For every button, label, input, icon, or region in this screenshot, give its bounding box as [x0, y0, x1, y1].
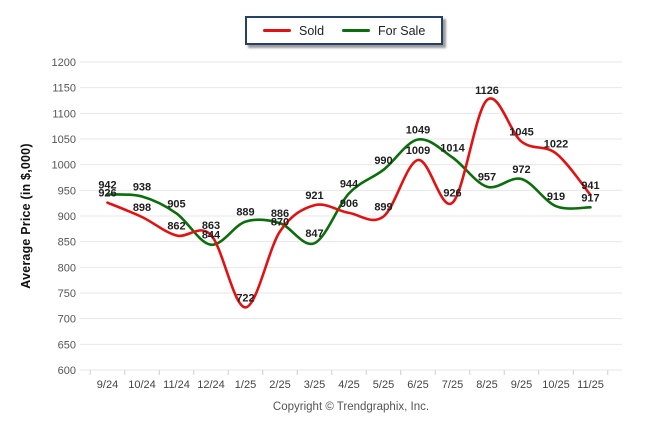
for-sale-series-line: [106, 138, 592, 246]
for-sale-line-swatch: [342, 29, 371, 32]
sold-data-label: 863: [202, 220, 220, 232]
for-sale-data-label: 905: [167, 198, 185, 210]
for-sale-data-label: 944: [340, 178, 359, 190]
y-axis-tick-label: 1050: [52, 134, 76, 146]
y-axis-tick-label: 1000: [52, 160, 76, 172]
y-axis-tick-label: 950: [58, 185, 76, 197]
x-axis-tick-label: 1/25: [235, 379, 256, 391]
sold-data-label: 926: [443, 188, 461, 200]
x-axis-tick-label: 5/25: [373, 379, 394, 391]
for-sale-data-label: 942: [98, 179, 116, 191]
for-sale-data-label: 889: [236, 207, 254, 219]
y-axis-tick-label: 700: [58, 314, 76, 326]
x-axis-tick-label: 8/25: [476, 379, 497, 391]
x-axis-tick-label: 11/24: [163, 379, 190, 391]
x-axis-tick-label: 9/25: [511, 379, 532, 391]
sold-data-label: 899: [374, 202, 392, 214]
sold-series-line: [106, 97, 592, 309]
legend-label-for-sale: For Sale: [378, 23, 426, 38]
for-sale-data-label: 886: [271, 208, 289, 220]
legend-label-sold: Sold: [299, 23, 325, 38]
y-axis-tick-label: 600: [58, 365, 76, 377]
x-axis-tick-label: 9/24: [97, 379, 118, 391]
x-axis-tick-label: 2/25: [269, 379, 290, 391]
y-axis-tick-label: 1100: [52, 108, 76, 120]
y-axis-tick-label: 650: [58, 339, 76, 351]
for-sale-data-label: 990: [374, 155, 392, 167]
legend: Sold For Sale: [245, 16, 444, 45]
x-axis-tick-label: 11/25: [577, 379, 604, 391]
for-sale-data-label: 844: [202, 230, 221, 242]
sold-data-label: 862: [167, 221, 185, 233]
x-axis-tick-label: 4/25: [338, 379, 359, 391]
for-sale-data-label: 1014: [440, 142, 465, 154]
sold-data-label: 1022: [544, 138, 568, 150]
y-axis-tick-label: 750: [58, 288, 76, 300]
sold-data-label: 898: [133, 202, 151, 214]
sold-data-label: 906: [340, 198, 358, 210]
x-axis-tick-label: 3/25: [304, 379, 325, 391]
y-axis-tick-label: 1200: [52, 57, 76, 69]
sold-line-swatch: [263, 29, 291, 32]
for-sale-data-label: 919: [547, 191, 565, 203]
x-axis-tick-label: 6/25: [407, 379, 428, 391]
sold-data-label: 926: [98, 188, 116, 200]
for-sale-data-label: 957: [478, 172, 496, 184]
x-axis-tick-label: 7/25: [442, 379, 463, 391]
sold-data-label: 870: [271, 216, 289, 228]
sold-data-label: 1045: [509, 127, 533, 139]
for-sale-data-label: 847: [305, 228, 323, 240]
sold-data-label: 1126: [475, 85, 499, 97]
for-sale-data-label: 972: [512, 164, 530, 176]
y-axis-tick-label: 850: [58, 237, 76, 249]
for-sale-data-label: 1049: [406, 125, 430, 137]
x-axis-tick-label: 10/24: [128, 379, 156, 391]
copyright-text: Copyright © Trendgraphix, Inc.: [272, 401, 430, 413]
y-axis-tick-label: 800: [58, 262, 76, 274]
sold-data-label: 921: [305, 190, 323, 202]
legend-item-sold: Sold: [263, 24, 324, 38]
sold-data-label: 941: [581, 180, 599, 192]
x-axis-tick-label: 10/25: [542, 379, 570, 391]
x-axis-tick-label: 12/24: [197, 379, 225, 391]
legend-item-for-sale: For Sale: [342, 24, 425, 38]
y-axis-tick-label: 1150: [52, 83, 76, 95]
for-sale-data-label: 917: [581, 192, 599, 204]
for-sale-data-label: 938: [133, 181, 151, 193]
sold-data-label: 1009: [406, 145, 430, 157]
y-axis-tick-label: 900: [58, 211, 76, 223]
sold-data-label: 722: [236, 292, 254, 304]
